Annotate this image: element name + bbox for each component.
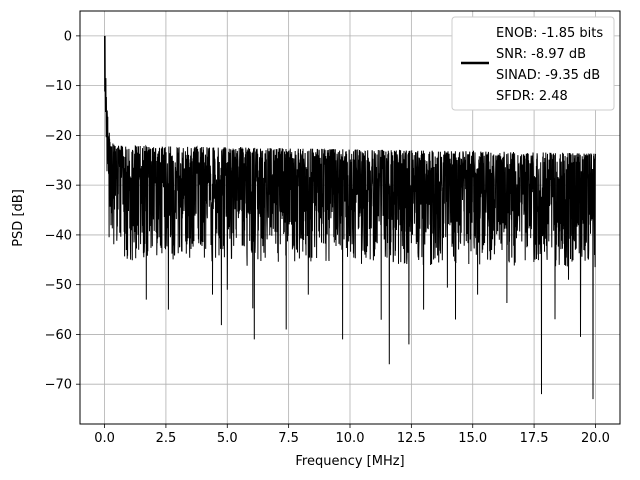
legend-box	[451, 16, 615, 111]
svg-text:15.0: 15.0	[458, 431, 487, 446]
svg-text:−10: −10	[45, 79, 72, 94]
svg-text:12.5: 12.5	[397, 431, 426, 446]
svg-text:−60: −60	[45, 328, 72, 343]
svg-text:−70: −70	[45, 378, 72, 393]
legend-entry-enob: ENOB: -1.85 bits	[496, 26, 603, 41]
svg-text:−40: −40	[45, 228, 72, 243]
svg-text:−20: −20	[45, 129, 72, 144]
tick-labels: 0.0 2.5 5.0 7.5 10.0 12.5 15.0 17.5 20.0 0 −10 −20 −…	[45, 29, 610, 446]
legend: ENOB: -1.85 bits SNR: -8.97 dB SINAD: -9…	[451, 16, 615, 111]
x-axis-label: Frequency [MHz]	[295, 454, 404, 469]
svg-text:−30: −30	[45, 179, 72, 194]
svg-text:17.5: 17.5	[520, 431, 549, 446]
svg-text:2.5: 2.5	[156, 431, 177, 446]
svg-text:10.0: 10.0	[336, 431, 365, 446]
psd-noise-trace	[104, 35, 596, 400]
svg-text:−50: −50	[45, 278, 72, 293]
svg-text:0: 0	[64, 29, 72, 44]
svg-text:7.5: 7.5	[278, 431, 299, 446]
legend-entry-sinad: SINAD: -9.35 dB	[496, 68, 600, 83]
legend-entry-sfdr: SFDR: 2.48	[496, 89, 568, 104]
legend-entry-snr: SNR: -8.97 dB	[496, 47, 586, 62]
y-axis-label: PSD [dB]	[11, 189, 26, 247]
svg-text:20.0: 20.0	[581, 431, 610, 446]
svg-text:5.0: 5.0	[217, 431, 238, 446]
svg-text:0.0: 0.0	[94, 431, 115, 446]
